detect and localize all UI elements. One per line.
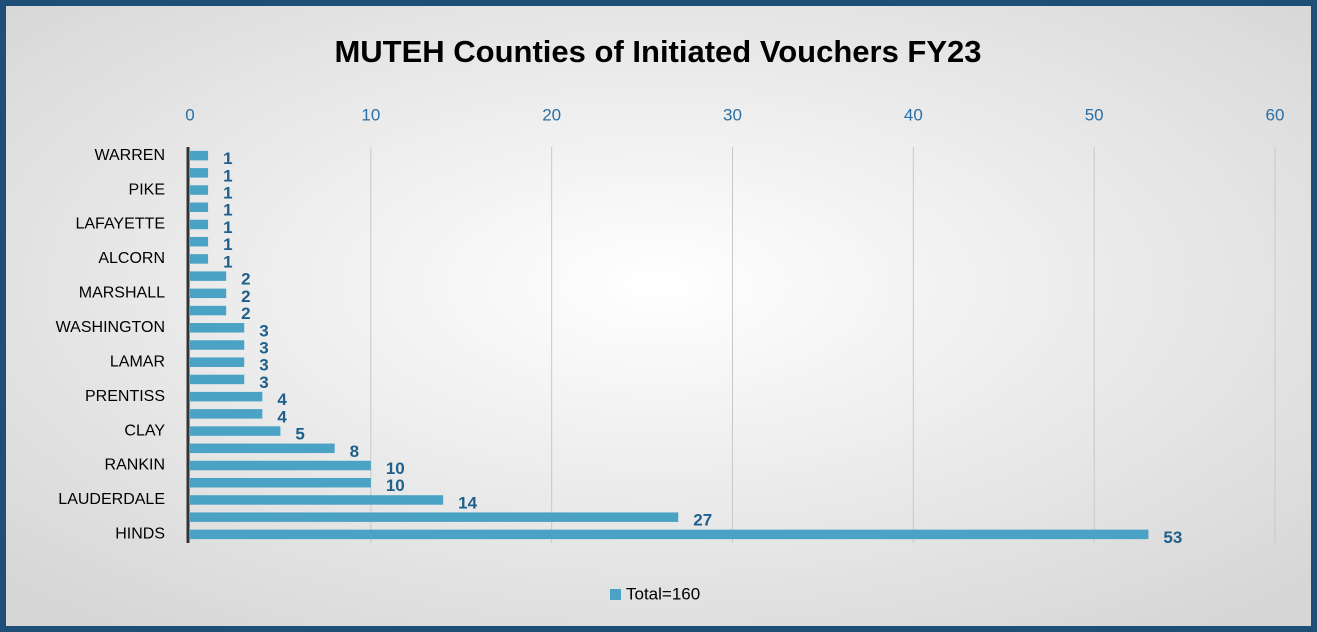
y-tick-label: LAUDERDALE [58, 491, 165, 508]
bar [190, 426, 281, 436]
y-tick-label: MARSHALL [79, 285, 165, 302]
bar [190, 495, 444, 505]
data-label: 4 [277, 407, 287, 426]
legend-swatch [610, 589, 621, 600]
bar [190, 357, 245, 367]
data-label: 14 [458, 493, 477, 512]
x-tick-label: 10 [361, 105, 380, 124]
x-tick-label: 20 [542, 105, 561, 124]
data-label: 10 [386, 476, 405, 495]
bar [190, 512, 679, 522]
data-label: 3 [259, 356, 268, 375]
bar [190, 443, 335, 454]
y-tick-label: WASHINGTON [56, 319, 165, 336]
y-tick-label: LAFAYETTE [75, 216, 165, 233]
chart-title: MUTEH Counties of Initiated Vouchers FY2… [334, 34, 981, 69]
bar [190, 323, 245, 333]
data-label: 3 [259, 338, 268, 357]
bar [190, 477, 371, 488]
x-tick-label: 60 [1266, 105, 1285, 124]
bar [190, 460, 371, 471]
data-label: 1 [223, 218, 232, 237]
data-label: 1 [223, 184, 232, 203]
legend-label: Total=160 [626, 584, 700, 603]
x-tick-label: 50 [1085, 105, 1104, 124]
y-tick-label: PRENTISS [85, 388, 165, 405]
x-tick-label: 40 [904, 105, 923, 124]
data-label: 1 [223, 201, 232, 220]
data-label: 2 [241, 270, 250, 289]
data-label: 1 [223, 149, 232, 168]
bar [190, 202, 209, 213]
y-tick-label: LAMAR [110, 353, 165, 370]
bar [190, 529, 1149, 540]
data-label: 8 [350, 442, 359, 461]
data-label: 5 [295, 425, 304, 444]
bar [190, 236, 209, 247]
x-tick-label: 0 [185, 105, 194, 124]
bar [190, 391, 263, 402]
data-label: 10 [386, 459, 405, 478]
data-label: 2 [241, 304, 250, 323]
bar [190, 185, 209, 195]
y-tick-label: ALCORN [98, 250, 165, 267]
bar [190, 340, 245, 350]
bar [190, 168, 209, 178]
bar [190, 254, 209, 264]
x-tick-label: 30 [723, 105, 742, 124]
bar [190, 305, 227, 316]
data-label: 27 [693, 511, 712, 530]
bar [190, 374, 245, 385]
data-label: 1 [223, 252, 232, 271]
data-label: 53 [1163, 528, 1182, 547]
y-tick-label: CLAY [124, 422, 165, 439]
bar [190, 219, 209, 230]
data-label: 3 [259, 373, 268, 392]
data-label: 3 [259, 321, 268, 340]
bar [190, 150, 209, 161]
y-tick-label: HINDS [115, 526, 165, 543]
bar [190, 271, 227, 281]
data-label: 2 [241, 287, 250, 306]
data-label: 1 [223, 235, 232, 254]
y-tick-label: RANKIN [105, 457, 165, 474]
bar [190, 409, 263, 419]
y-tick-label: WARREN [94, 147, 165, 164]
chart-area [6, 6, 1311, 626]
bar [190, 288, 227, 299]
data-label: 4 [277, 390, 287, 409]
y-tick-label: PIKE [129, 181, 165, 198]
data-label: 1 [223, 166, 232, 185]
